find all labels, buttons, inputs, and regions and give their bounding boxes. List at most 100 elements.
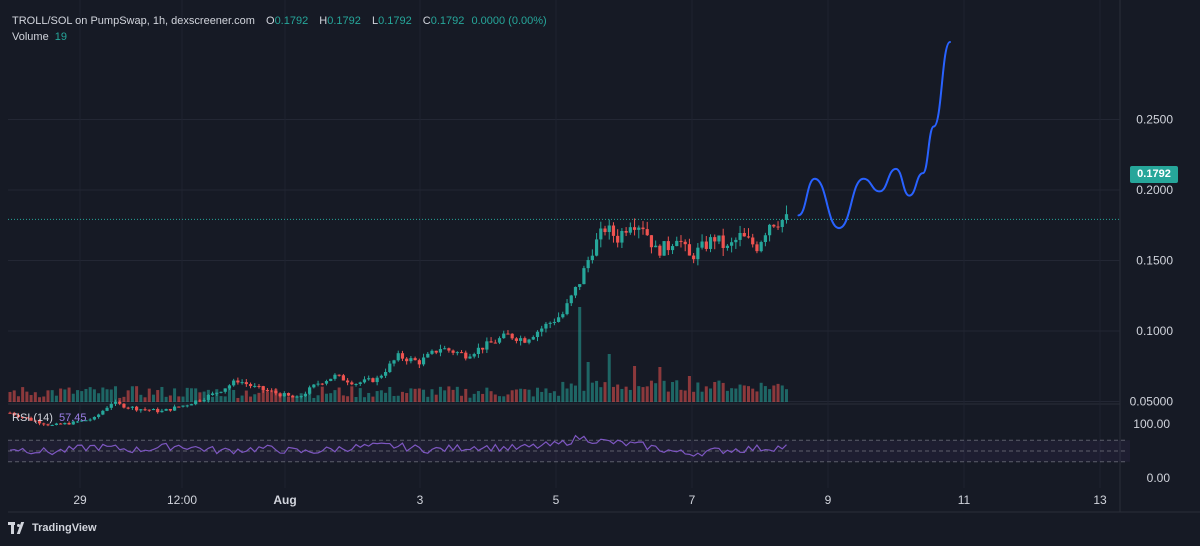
volume-bar	[97, 393, 101, 402]
candle-body	[118, 401, 122, 404]
candle-body	[708, 237, 713, 249]
volume-bar	[227, 388, 231, 402]
candle-body	[704, 241, 708, 249]
rsi-tick-label: 100.00	[1133, 417, 1170, 431]
candle-body	[8, 412, 12, 414]
candle-body	[354, 383, 358, 385]
volume-bar	[38, 397, 42, 402]
candle-body	[768, 224, 772, 236]
volume-bar	[742, 385, 746, 402]
high-value: 0.1792	[327, 15, 361, 27]
candle-body	[109, 403, 113, 408]
candle-body	[430, 350, 434, 354]
volume-bar	[628, 389, 632, 402]
time-tick-label: 5	[553, 493, 560, 507]
volume-bar	[46, 390, 50, 402]
volume-bar	[189, 388, 193, 402]
volume-bar	[498, 396, 502, 402]
candle-body	[312, 384, 316, 388]
candle-body	[641, 227, 645, 230]
volume-bar	[76, 390, 80, 402]
volume-bar	[50, 390, 54, 402]
close-value: 0.1792	[430, 15, 465, 27]
volume-bar	[552, 391, 556, 402]
candle-body	[527, 339, 531, 343]
volume-bar	[721, 382, 725, 402]
volume-bar	[219, 396, 223, 402]
volume-bar	[358, 388, 362, 402]
candle-body	[236, 380, 240, 383]
volume-bar	[312, 397, 316, 402]
volume-bar	[426, 396, 430, 402]
candle-body	[772, 224, 776, 227]
candle-body	[135, 406, 139, 411]
volume-bar	[734, 388, 738, 402]
volume-bar	[413, 388, 417, 402]
volume-bar	[582, 390, 586, 402]
volume-bar	[438, 386, 442, 402]
volume-bar	[700, 391, 704, 402]
candle-body	[206, 395, 210, 400]
volume-bar	[658, 367, 662, 402]
volume-bar	[776, 383, 780, 402]
candle-body	[257, 385, 261, 387]
candle-body	[143, 409, 147, 411]
volume-bar	[447, 386, 451, 402]
projection-curve	[797, 40, 951, 230]
volume-bar	[156, 390, 160, 402]
volume-bar	[147, 388, 151, 402]
time-tick-label: 3	[417, 493, 424, 507]
volume-bar	[177, 396, 181, 402]
candle-body	[459, 352, 464, 354]
candle-body	[784, 214, 789, 220]
volume-bar	[114, 386, 117, 402]
volume-bar	[367, 392, 371, 402]
candle-body	[172, 406, 177, 411]
volume-bar	[350, 386, 354, 402]
volume-bar	[472, 393, 476, 402]
volume-bar	[135, 386, 139, 402]
volume-bar	[443, 390, 447, 402]
candle-body	[620, 231, 624, 243]
price-tick-label: 0.05000	[1130, 395, 1174, 409]
candle-body	[776, 226, 780, 228]
volume-bar	[759, 382, 763, 402]
volume-bar	[8, 391, 12, 402]
candle-body	[194, 400, 198, 405]
candle-body	[413, 358, 417, 361]
candle-body	[291, 395, 295, 398]
candle-body	[185, 405, 189, 407]
candle-body	[303, 393, 307, 397]
volume-bar	[84, 388, 88, 402]
volume-bar	[654, 383, 658, 402]
candle-body	[514, 338, 518, 341]
candle-body	[544, 323, 548, 329]
candle-body	[122, 403, 126, 408]
volume-bar	[565, 388, 569, 402]
volume-bar	[139, 394, 143, 402]
candle-body	[341, 375, 345, 381]
volume-bar	[434, 394, 438, 402]
volume-bar	[278, 393, 282, 402]
tradingview-brand[interactable]: TradingView	[8, 522, 97, 534]
candle-body	[535, 331, 540, 338]
candle-body	[244, 382, 248, 385]
volume-bar	[527, 389, 531, 402]
candle-body	[624, 231, 628, 233]
volume-bar	[772, 385, 776, 402]
volume-bar	[202, 391, 206, 402]
change-value: 0.0000 (0.00%)	[471, 15, 547, 27]
volume-bar	[683, 390, 687, 402]
volume-bar	[557, 395, 561, 402]
candle-body	[746, 236, 751, 238]
candle-body	[485, 341, 489, 350]
candle-body	[105, 407, 109, 411]
candle-body	[586, 260, 590, 269]
candle-body	[265, 389, 270, 391]
candle-body	[594, 239, 599, 256]
candle-body	[582, 268, 586, 285]
candle-body	[198, 400, 202, 402]
candle-body	[426, 353, 430, 358]
